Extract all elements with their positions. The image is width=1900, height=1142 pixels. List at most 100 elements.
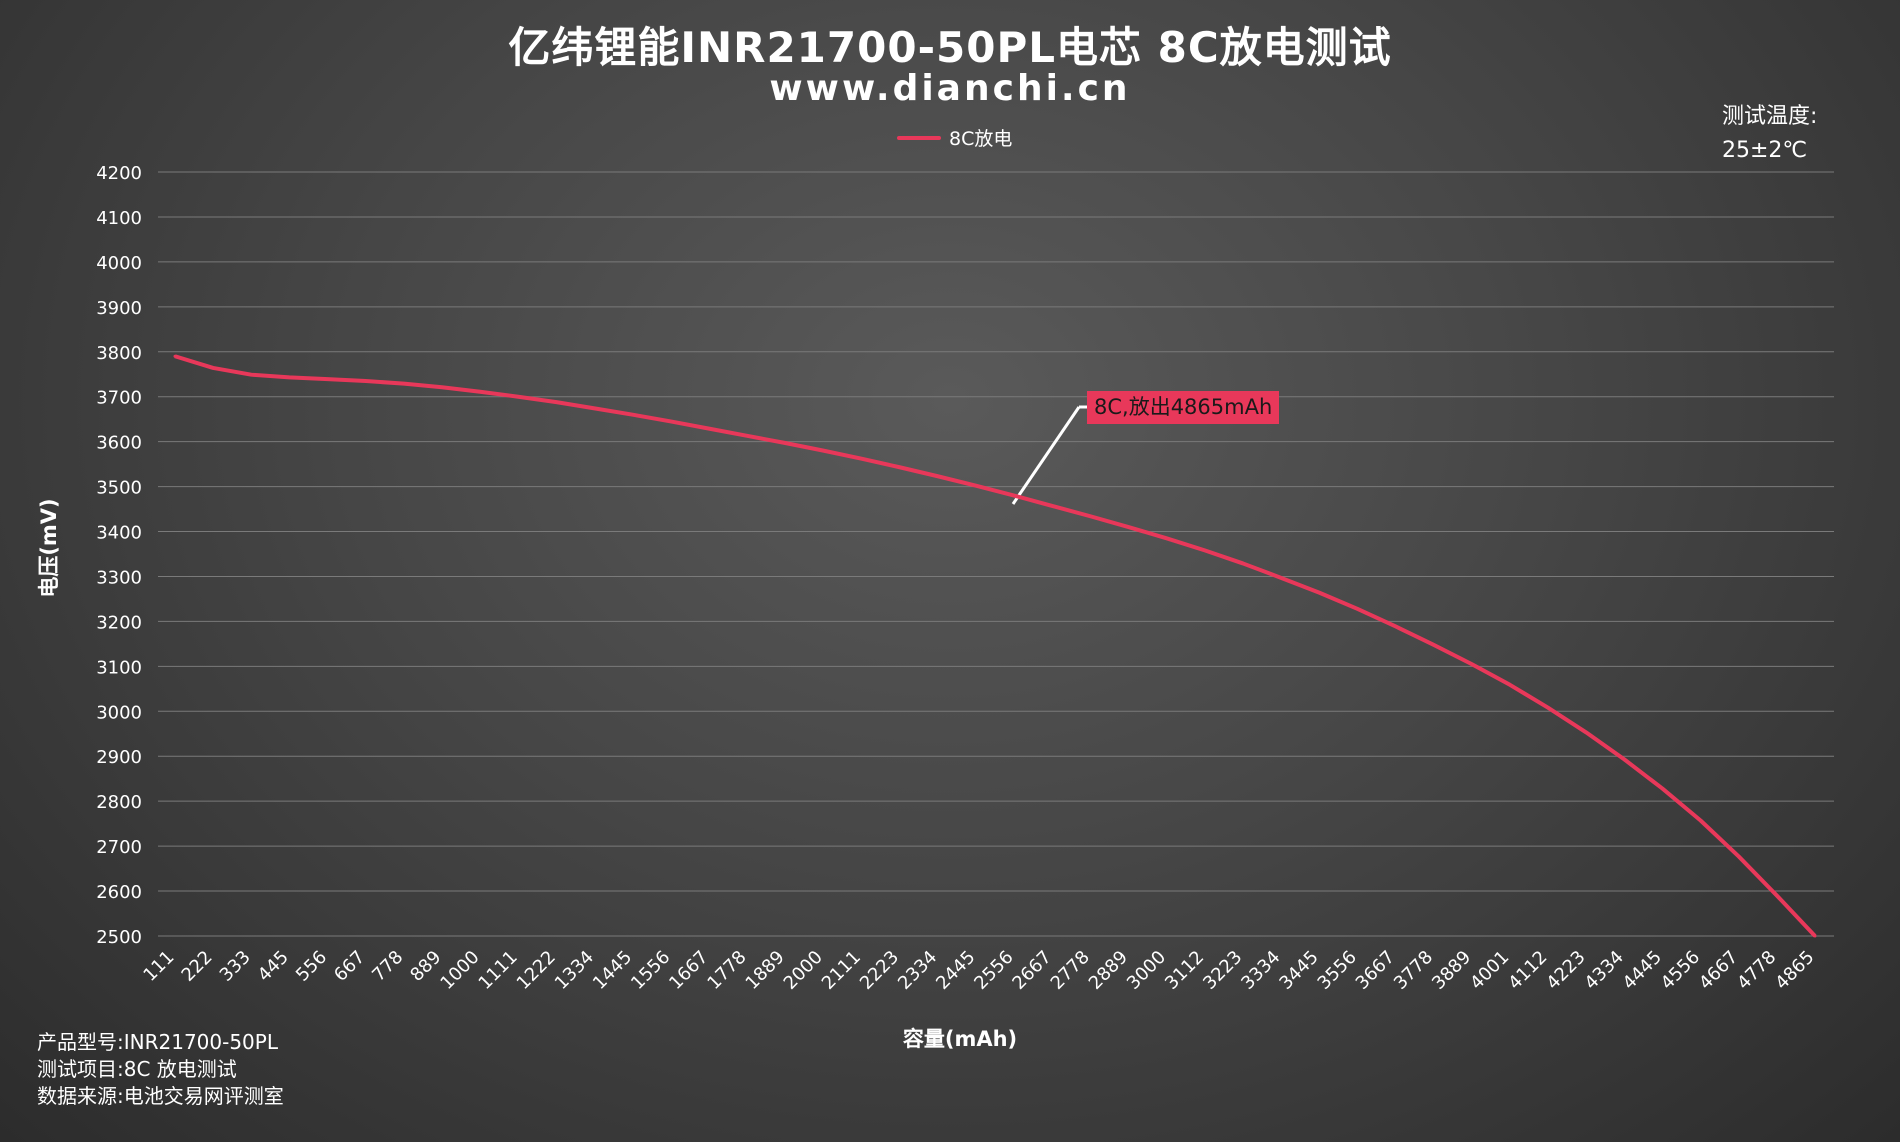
x-tick-label: 1111 <box>475 947 522 994</box>
data-point <box>1050 504 1054 508</box>
y-tick-label: 4000 <box>96 253 142 274</box>
x-tick-label: 2556 <box>970 947 1017 994</box>
data-point <box>1279 576 1283 580</box>
series-line-8c <box>174 354 1817 938</box>
y-tick-label: 3500 <box>96 478 142 499</box>
legend: 8C放电 <box>897 124 1012 151</box>
data-point <box>898 465 902 469</box>
y-tick-label: 2600 <box>96 882 142 903</box>
data-point <box>821 449 825 453</box>
x-tick-label: 778 <box>368 947 407 986</box>
y-tick-label: 3600 <box>96 433 142 454</box>
y-tick-label: 3300 <box>96 567 142 588</box>
y-tick-label: 3700 <box>96 388 142 409</box>
data-point <box>1775 894 1779 898</box>
data-point <box>554 400 558 404</box>
footer-model: 产品型号:INR21700-50PL <box>37 1030 278 1054</box>
x-tick-label: 2223 <box>856 947 903 994</box>
data-point <box>669 419 673 423</box>
y-axis-ticks: 4200 4100 4000 3900 3800 3700 3600 3500 3400 3300… <box>96 163 142 948</box>
x-tick-label: 2334 <box>894 947 941 994</box>
x-tick-label: 3889 <box>1428 947 1475 994</box>
data-point <box>326 377 330 381</box>
data-point <box>1165 536 1169 540</box>
footer-info: 产品型号:INR21700-50PL 测试项目:8C 放电测试 数据来源:电池交… <box>37 1029 284 1110</box>
x-tick-label: 3445 <box>1275 947 1322 994</box>
y-tick-label: 3900 <box>96 298 142 319</box>
data-point <box>364 379 368 383</box>
y-tick-label: 3800 <box>96 343 142 364</box>
data-point <box>593 406 597 410</box>
x-tick-label: 3112 <box>1161 947 1208 994</box>
data-point <box>1355 607 1359 611</box>
data-point <box>1508 683 1512 687</box>
x-tick-label: 333 <box>216 947 255 986</box>
data-point <box>440 385 444 389</box>
annotation-label: 8C,放出4865mAh <box>1087 391 1280 424</box>
data-point <box>1126 525 1130 529</box>
data-point <box>1584 730 1588 734</box>
grid-layer <box>158 171 1834 937</box>
temperature-value: 25±2℃ <box>1722 138 1808 163</box>
data-point <box>1317 591 1321 595</box>
chart-title: 亿纬锂能INR21700-50PL电芯 8C放电测试 <box>508 23 1392 72</box>
x-tick-label: 4223 <box>1542 947 1589 994</box>
legend-label: 8C放电 <box>949 128 1013 150</box>
y-tick-label: 2800 <box>96 792 142 813</box>
data-point <box>860 457 864 461</box>
x-tick-label: 1222 <box>513 947 560 994</box>
y-tick-label: 4100 <box>96 208 142 229</box>
data-point <box>1660 787 1664 791</box>
x-axis-title: 容量(mAh) <box>903 1027 1017 1051</box>
x-tick-label: 4112 <box>1504 947 1551 994</box>
data-point <box>249 373 253 377</box>
data-point <box>631 413 635 417</box>
data-point <box>1432 643 1436 647</box>
data-point <box>783 441 787 445</box>
x-tick-label: 1889 <box>742 947 789 994</box>
data-point <box>173 354 177 358</box>
x-tick-label: 4445 <box>1619 947 1666 994</box>
data-point <box>1393 624 1397 628</box>
x-tick-label: 667 <box>330 947 369 986</box>
temperature-note: 测试温度: 25±2℃ <box>1722 100 1817 168</box>
data-point <box>516 395 520 399</box>
x-tick-label: 111 <box>139 947 178 986</box>
data-point <box>1546 706 1550 710</box>
x-tick-label: 2667 <box>1009 947 1056 994</box>
data-point <box>1699 819 1703 823</box>
footer-data-source: 数据来源:电池交易网评测室 <box>37 1084 284 1108</box>
x-tick-label: 4865 <box>1771 947 1818 994</box>
y-tick-label: 2700 <box>96 837 142 858</box>
data-point <box>1203 548 1207 552</box>
data-point <box>707 427 711 431</box>
x-tick-label: 3778 <box>1390 947 1437 994</box>
series-points <box>173 354 1817 938</box>
x-tick-label: 1334 <box>551 947 598 994</box>
y-tick-label: 2500 <box>96 927 142 948</box>
x-tick-label: 556 <box>292 947 331 986</box>
x-tick-label: 3000 <box>1123 947 1170 994</box>
x-tick-label: 4001 <box>1466 947 1513 994</box>
data-point <box>287 375 291 379</box>
x-tick-label: 1556 <box>627 947 674 994</box>
x-tick-label: 445 <box>254 947 293 986</box>
x-tick-label: 1000 <box>436 947 483 994</box>
data-point <box>478 390 482 394</box>
data-point <box>974 484 978 488</box>
x-tick-label: 2778 <box>1047 947 1094 994</box>
x-axis-ticks: 1112223334455566677788891000111112221334… <box>139 947 1818 994</box>
x-tick-label: 2000 <box>780 947 827 994</box>
data-point <box>211 366 215 370</box>
chart-subtitle: www.dianchi.cn <box>769 68 1131 109</box>
annotation-leader-line <box>1011 406 1081 505</box>
x-tick-label: 4334 <box>1581 947 1628 994</box>
y-tick-label: 3000 <box>96 702 142 723</box>
x-tick-label: 222 <box>178 947 217 986</box>
x-tick-label: 2111 <box>818 947 865 994</box>
data-point <box>1241 561 1245 565</box>
y-axis-title: 电压(mV) <box>37 498 61 597</box>
data-point <box>1813 934 1817 938</box>
data-point <box>1088 514 1092 518</box>
x-tick-label: 4667 <box>1695 947 1742 994</box>
